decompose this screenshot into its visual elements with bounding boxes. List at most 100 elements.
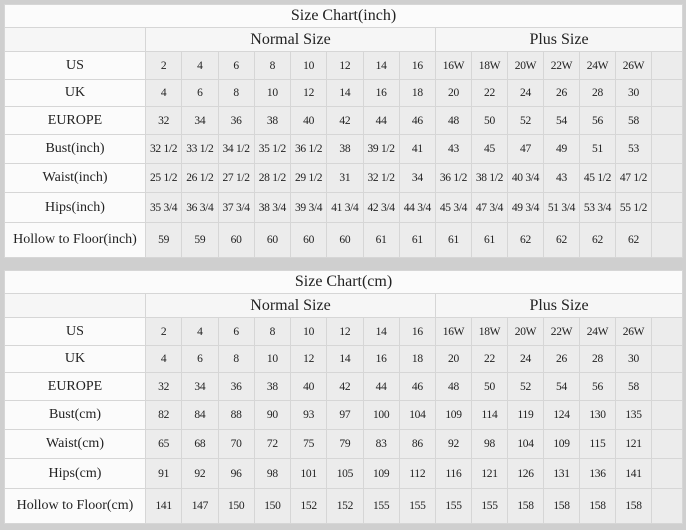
- size-cell: 158: [615, 488, 652, 524]
- size-cell: 14: [326, 345, 364, 373]
- size-cell: 34: [181, 106, 219, 135]
- size-cell: 39 3/4: [289, 192, 328, 223]
- table-row: Bust(inch) 32 1/2 33 1/2 34 1/2 35 1/2 36 1/2…: [4, 134, 684, 164]
- empty-cell: [650, 222, 684, 258]
- size-cell: 47 1/2: [615, 163, 652, 193]
- size-cell: 20W: [507, 51, 544, 80]
- size-cell: 141: [615, 458, 652, 489]
- size-cell: 121: [615, 429, 652, 459]
- empty-cell: [650, 429, 684, 459]
- size-cell: 31: [326, 163, 364, 193]
- size-cell: 109: [435, 400, 472, 430]
- size-cell: 2: [144, 317, 183, 346]
- table-row: Hollow to Floor(cm) 141 147 150 150 152 152 155…: [4, 488, 684, 524]
- size-cell: 47: [507, 134, 544, 164]
- size-cell: 58: [615, 372, 652, 401]
- size-cell: 16: [362, 79, 400, 107]
- size-cell: 56: [579, 372, 616, 401]
- size-cell: 14: [362, 51, 400, 80]
- size-cell: 22: [471, 79, 508, 107]
- size-cell: 44 3/4: [398, 192, 437, 223]
- size-cell: 114: [471, 400, 508, 430]
- size-cell: 18: [398, 345, 437, 373]
- size-cell: 61: [471, 222, 508, 258]
- size-cell: 26W: [615, 317, 652, 346]
- size-cell: 24: [507, 345, 544, 373]
- row-label: Hollow to Floor(cm): [4, 488, 146, 524]
- size-cell: 45 1/2: [579, 163, 616, 193]
- size-cell: 50: [471, 106, 508, 135]
- size-cell: 22W: [543, 317, 580, 346]
- size-cell: 79: [326, 429, 364, 459]
- size-cell: 16: [362, 345, 400, 373]
- row-label: EUROPE: [4, 372, 146, 401]
- size-cell: 44: [362, 372, 400, 401]
- chart-title: Size Chart(cm): [3, 270, 684, 294]
- size-cell: 44: [362, 106, 400, 135]
- empty-cell: [650, 134, 684, 164]
- size-cell: 26: [543, 79, 580, 107]
- size-cell: 36 1/2: [435, 163, 472, 193]
- size-cell: 36: [217, 372, 255, 401]
- size-cell: 50: [471, 372, 508, 401]
- size-cell: 51 3/4: [543, 192, 580, 223]
- size-cell: 98: [253, 458, 292, 489]
- size-cell: 43: [543, 163, 580, 193]
- size-cell: 6: [217, 317, 255, 346]
- size-cell: 48: [435, 372, 472, 401]
- size-cell: 47 3/4: [471, 192, 508, 223]
- size-cell: 40: [289, 106, 328, 135]
- size-cell: 16: [398, 51, 437, 80]
- empty-cell: [650, 488, 684, 524]
- header-blank: [4, 27, 146, 52]
- size-cell: 12: [289, 79, 328, 107]
- size-cell: 36 1/2: [289, 134, 328, 164]
- size-cell: 86: [398, 429, 437, 459]
- size-cell: 54: [543, 106, 580, 135]
- size-cell: 4: [144, 345, 183, 373]
- size-cell: 42 3/4: [362, 192, 400, 223]
- size-cell: 10: [289, 317, 328, 346]
- empty-cell: [650, 372, 684, 401]
- size-cell: 101: [289, 458, 328, 489]
- size-cell: 4: [181, 51, 219, 80]
- size-cell: 136: [579, 458, 616, 489]
- size-cell: 62: [543, 222, 580, 258]
- size-cell: 56: [579, 106, 616, 135]
- size-cell: 51: [579, 134, 616, 164]
- size-cell: 38 1/2: [471, 163, 508, 193]
- size-cell: 109: [362, 458, 400, 489]
- size-cell: 104: [507, 429, 544, 459]
- size-cell: 90: [253, 400, 292, 430]
- size-cell: 68: [181, 429, 219, 459]
- size-cell: 155: [398, 488, 437, 524]
- row-label: Waist(inch): [4, 163, 146, 193]
- row-label: EUROPE: [4, 106, 146, 135]
- size-cell: 2: [144, 51, 183, 80]
- size-cell: 4: [144, 79, 183, 107]
- size-cell: 41 3/4: [326, 192, 364, 223]
- row-label: Waist(cm): [4, 429, 146, 459]
- table-row: Hips(cm) 91 92 96 98 101 105 109 112 116 121 126 131…: [4, 458, 684, 489]
- size-cell: 42: [326, 106, 364, 135]
- table-row: US 2 4 6 8 10 12 14 16 16W 18W 20W 22W 24W 26W: [4, 51, 684, 80]
- size-cell: 100: [362, 400, 400, 430]
- size-cell: 88: [217, 400, 255, 430]
- size-cell: 52: [507, 372, 544, 401]
- size-cell: 12: [326, 317, 364, 346]
- size-cell: 35 1/2: [253, 134, 292, 164]
- size-cell: 65: [144, 429, 183, 459]
- size-cell: 119: [507, 400, 544, 430]
- size-cell: 155: [435, 488, 472, 524]
- size-cell: 24: [507, 79, 544, 107]
- size-cell: 152: [326, 488, 364, 524]
- size-cell: 59: [144, 222, 183, 258]
- size-cell: 16: [398, 317, 437, 346]
- size-cell: 38: [253, 106, 292, 135]
- row-label: Hollow to Floor(inch): [4, 222, 146, 258]
- size-cell: 41: [398, 134, 437, 164]
- size-cell: 8: [253, 51, 292, 80]
- size-cell: 26W: [615, 51, 652, 80]
- size-cell: 16W: [435, 51, 472, 80]
- size-cell: 35 3/4: [144, 192, 183, 223]
